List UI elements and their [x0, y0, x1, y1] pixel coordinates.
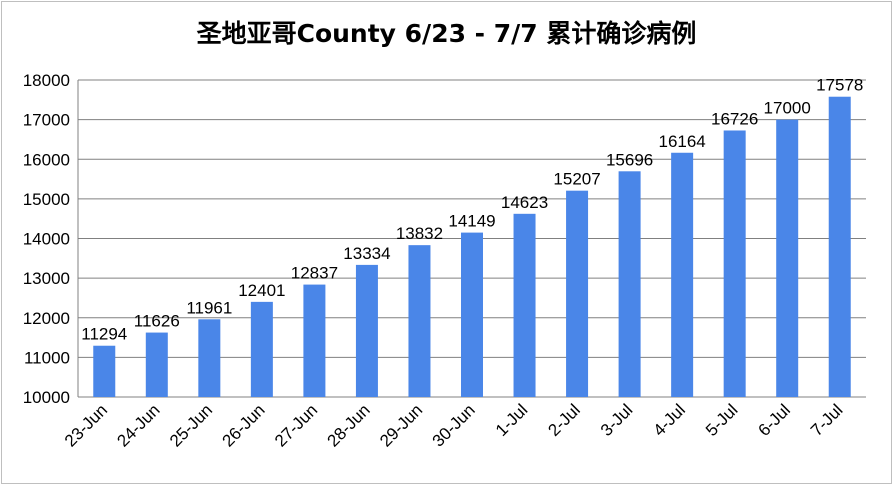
x-tick-label: 30-Jun	[429, 400, 479, 450]
y-tick-label: 10000	[23, 388, 70, 407]
y-tick-label: 16000	[23, 150, 70, 169]
bar	[566, 190, 589, 397]
bar	[250, 301, 273, 397]
x-tick-label: 6-Jul	[755, 400, 794, 439]
data-label: 14623	[501, 193, 548, 212]
bar	[303, 284, 326, 397]
x-tick-label: 1-Jul	[492, 400, 531, 439]
data-label: 14149	[448, 212, 495, 231]
bar	[145, 332, 168, 397]
data-label: 16164	[658, 132, 705, 151]
y-tick-label: 12000	[23, 309, 70, 328]
data-label: 16726	[711, 109, 758, 128]
y-tick-label: 17000	[23, 111, 70, 130]
data-label: 17578	[816, 76, 863, 95]
data-label: 13334	[343, 244, 390, 263]
bar	[355, 264, 378, 397]
x-tick-label: 3-Jul	[597, 400, 636, 439]
data-label: 17000	[764, 99, 811, 118]
x-tick-label: 29-Jun	[376, 400, 426, 450]
x-tick-label: 24-Jun	[113, 400, 163, 450]
y-tick-label: 11000	[24, 348, 70, 367]
bar	[408, 245, 431, 397]
data-label: 15696	[606, 150, 653, 169]
data-label: 11626	[134, 312, 180, 331]
data-label: 12401	[238, 281, 285, 300]
data-label: 15207	[553, 170, 600, 189]
data-label: 11961	[186, 298, 232, 317]
x-tick-label: 4-Jul	[649, 400, 688, 439]
y-tick-label: 14000	[23, 230, 70, 249]
y-tick-label: 15000	[23, 190, 70, 209]
data-label: 13832	[396, 224, 443, 243]
bar	[671, 152, 694, 397]
bar	[776, 119, 799, 397]
bar	[723, 130, 746, 398]
x-tick-label: 26-Jun	[219, 400, 269, 450]
x-tick-label: 25-Jun	[166, 400, 216, 450]
bar	[513, 213, 536, 397]
x-tick-label: 7-Jul	[807, 400, 846, 439]
x-tick-label: 28-Jun	[324, 400, 374, 450]
data-label: 11294	[81, 325, 127, 344]
y-tick-label: 18000	[23, 71, 70, 90]
x-tick-label: 5-Jul	[702, 400, 741, 439]
chart-title: 圣地亚哥County 6/23 - 7/7 累计确诊病例	[196, 19, 697, 48]
bar	[828, 96, 851, 398]
bar	[198, 319, 221, 397]
bar	[93, 345, 116, 397]
bar	[461, 232, 483, 397]
y-tick-label: 13000	[23, 269, 70, 288]
data-label: 12837	[291, 264, 338, 283]
x-tick-label: 2-Jul	[544, 400, 583, 439]
bar	[618, 171, 641, 397]
x-tick-label: 23-Jun	[61, 400, 111, 450]
x-tick-label: 27-Jun	[271, 400, 321, 450]
